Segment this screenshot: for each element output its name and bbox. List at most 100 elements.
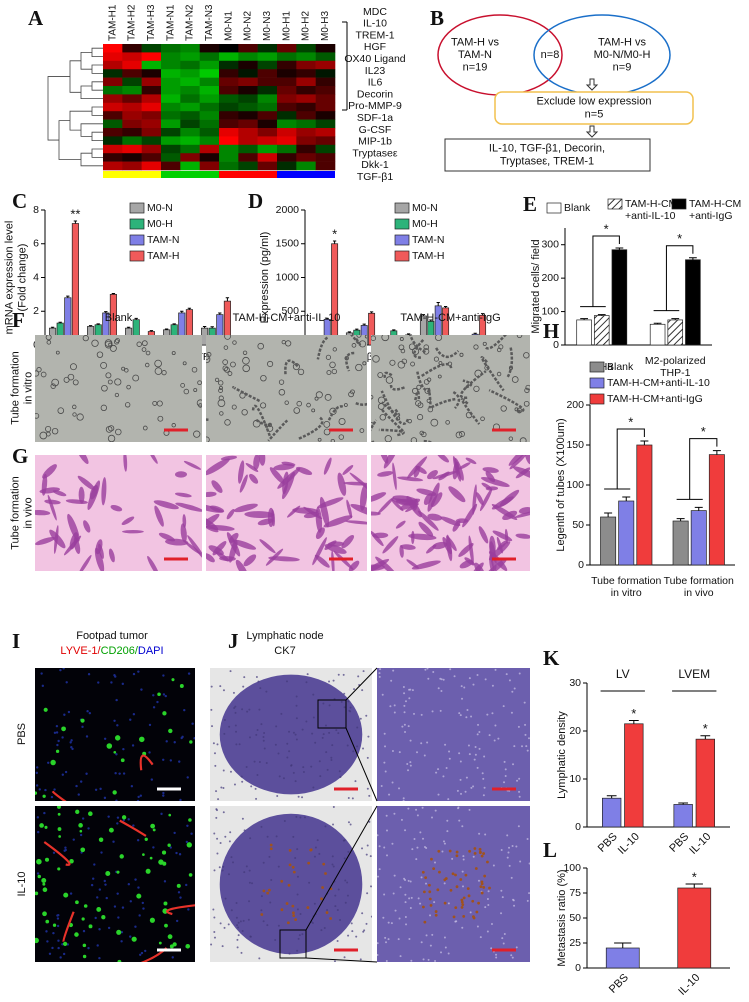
cell	[437, 374, 442, 379]
lymphocyte	[392, 669, 395, 672]
cell	[144, 362, 150, 368]
cell	[496, 371, 502, 377]
heatmap-cell	[141, 94, 162, 104]
cell	[141, 340, 148, 347]
nucleus	[69, 741, 72, 744]
micrograph-bg	[206, 335, 367, 442]
heatmap-cell	[199, 119, 220, 129]
lymphocyte	[331, 855, 334, 858]
ck7-cell	[306, 906, 310, 909]
lymphocyte	[361, 912, 364, 915]
stroma-cell	[245, 462, 259, 472]
lymphocyte	[447, 952, 450, 955]
heatmap-cell	[103, 102, 123, 112]
cell	[100, 361, 108, 369]
panel-label: E	[523, 192, 537, 216]
zoom-line	[305, 805, 378, 963]
dendrogram	[91, 148, 103, 158]
bar	[600, 516, 617, 566]
lymphocyte	[431, 816, 434, 819]
lymphocyte	[377, 875, 380, 878]
nucleus	[137, 886, 140, 889]
lymphocyte	[219, 922, 222, 925]
ck7-cell	[482, 852, 485, 855]
heatmap-cell	[315, 128, 336, 137]
heatmap-cell	[238, 69, 258, 78]
row-label: OX40 Ligand	[344, 53, 405, 65]
lymphocyte	[409, 764, 412, 767]
lymphocyte	[351, 930, 354, 933]
micrograph-bg	[35, 668, 195, 801]
x-tick-label: IL-10	[616, 831, 642, 857]
heatmap-cell	[103, 94, 123, 104]
cell	[124, 368, 129, 373]
ck7-cell	[438, 870, 441, 874]
text-line: n=9	[613, 62, 632, 74]
ck7-cell	[443, 878, 447, 882]
ck7-cell	[434, 913, 438, 917]
significance: *	[631, 706, 636, 721]
lymphocyte	[314, 846, 317, 849]
heatmap-cell	[103, 144, 123, 154]
nucleus	[103, 737, 107, 741]
stroma-cell	[323, 515, 353, 528]
lymphocyte	[328, 680, 331, 683]
lymphocyte	[237, 926, 240, 929]
nucleus	[142, 907, 145, 910]
lymphocyte	[343, 706, 346, 709]
lymphocyte	[393, 711, 396, 714]
lymphocyte	[355, 935, 358, 938]
lymphocyte	[518, 790, 521, 793]
error-bar	[689, 257, 697, 260]
cell	[426, 377, 432, 382]
cell	[381, 335, 390, 342]
lymphocyte	[468, 677, 471, 680]
cell	[459, 352, 464, 357]
lymphocyte	[415, 808, 418, 811]
lymphocyte	[217, 798, 220, 801]
stroma-cell	[87, 480, 101, 511]
cell	[408, 343, 416, 351]
lymphocyte	[448, 750, 451, 753]
nucleus	[100, 851, 103, 854]
lymphocyte	[377, 942, 379, 945]
heatmap-cell	[103, 119, 123, 129]
stroma-cell	[277, 467, 301, 489]
lymphocyte	[362, 930, 365, 933]
cell	[359, 340, 367, 348]
heatmap-cell	[296, 144, 316, 154]
heatmap-cell	[277, 128, 297, 137]
lymphocyte	[477, 723, 480, 726]
nucleus	[57, 946, 60, 950]
stroma-cell	[426, 544, 437, 554]
lymphocyte	[210, 685, 213, 688]
heatmap-cell	[180, 52, 200, 62]
legend-swatch	[129, 250, 145, 262]
bar	[624, 723, 644, 828]
lymphocyte	[519, 860, 522, 863]
nucleus	[94, 916, 97, 920]
stroma-cell	[78, 486, 85, 504]
stroma-cell	[397, 476, 424, 482]
heatmap-cell	[199, 136, 220, 146]
cell	[142, 425, 148, 431]
error-bar	[429, 319, 433, 322]
heatmap-cell	[161, 69, 181, 78]
ck7-cell	[423, 920, 427, 924]
lymphocyte	[212, 908, 215, 911]
ck7-cell	[475, 910, 479, 914]
heatmap-cell	[199, 94, 220, 104]
heatmap-cell	[161, 52, 181, 62]
cell	[214, 377, 220, 382]
error-bar	[614, 942, 632, 948]
ck7-cell	[471, 899, 475, 903]
lymphocyte	[478, 731, 481, 734]
lymphocyte	[230, 909, 233, 912]
lymphocyte	[275, 725, 278, 728]
lymphocyte	[497, 737, 500, 740]
cell	[426, 398, 431, 403]
lymphocyte	[381, 693, 384, 696]
lymphocyte	[526, 838, 529, 841]
heatmap-cell	[277, 119, 297, 129]
cd206	[112, 790, 117, 795]
